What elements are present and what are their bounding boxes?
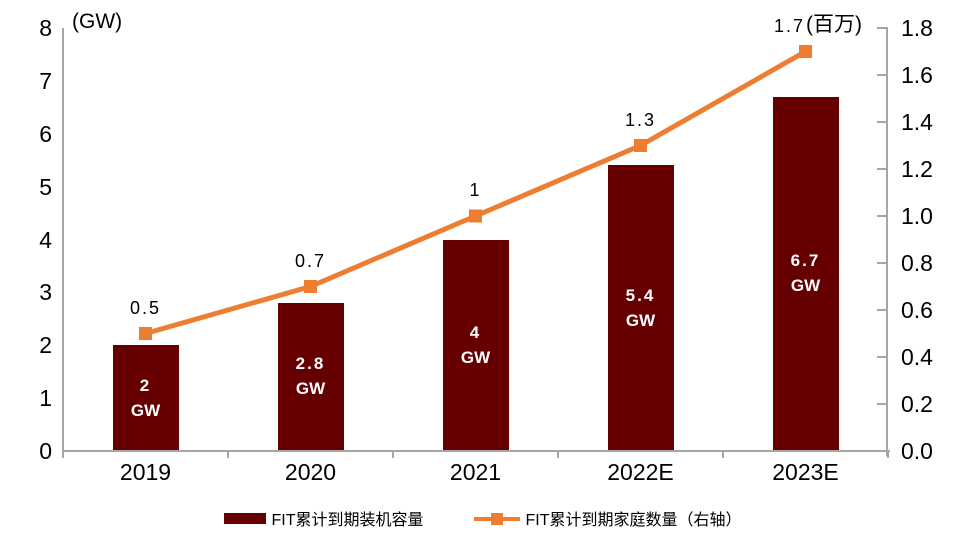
right-tick-label: 1.6 xyxy=(901,62,933,88)
left-tick-label: 6 xyxy=(39,120,52,147)
legend-item-line: FIT累计到期家庭数量（右轴） xyxy=(473,506,742,530)
x-category-label: 2019 xyxy=(119,459,172,485)
legend-label-line: FIT累计到期家庭数量（右轴） xyxy=(525,512,742,529)
right-axis-tick xyxy=(877,262,888,264)
right-axis-tick xyxy=(877,356,888,358)
x-category-label: 2021 xyxy=(449,459,502,485)
x-axis-tick xyxy=(887,452,889,458)
line-value-label: 1.7 xyxy=(773,15,806,36)
right-tick-label: 1.0 xyxy=(901,203,933,229)
bar-value-label: 2.8 GW xyxy=(271,351,351,401)
line-marker-icon xyxy=(469,209,482,223)
right-tick-label: 0.4 xyxy=(901,344,933,370)
right-tick-label: 1.8 xyxy=(901,15,933,41)
bar xyxy=(442,239,509,450)
bar-value-text: 4 xyxy=(469,322,482,342)
left-tick-label: 4 xyxy=(39,226,52,253)
left-tick-label: 7 xyxy=(39,67,52,94)
bar-unit-text: GW xyxy=(130,400,161,420)
bar-value-text: 5.4 xyxy=(625,285,656,305)
left-axis-line xyxy=(62,28,64,452)
x-axis-tick xyxy=(722,452,724,458)
bar-value-label: 2 GW xyxy=(106,373,186,423)
bar-unit-text: GW xyxy=(625,310,656,330)
bar-value-label: 6.7 GW xyxy=(766,248,846,298)
bar xyxy=(112,345,179,450)
line-value-label: 0.7 xyxy=(294,250,327,271)
line-value-label: 1 xyxy=(469,180,482,200)
bar-value-text: 2.8 xyxy=(295,354,326,374)
right-axis-tick xyxy=(877,168,888,170)
left-axis-title: (GW) xyxy=(72,10,123,33)
x-axis-tick xyxy=(62,452,64,458)
left-tick-label: 8 xyxy=(39,15,52,41)
right-axis-tick xyxy=(877,121,888,123)
bar xyxy=(277,302,344,450)
left-tick-label: 0 xyxy=(39,438,52,464)
bar-unit-text: GW xyxy=(295,379,326,399)
x-category-label: 2020 xyxy=(284,459,337,485)
bar xyxy=(607,165,674,450)
bar-series-swatch xyxy=(223,512,266,524)
x-category-label: 2022E xyxy=(607,459,674,485)
line-series-swatch xyxy=(473,512,520,525)
left-tick-label: 5 xyxy=(39,173,52,200)
bar xyxy=(772,96,839,450)
line-marker-icon xyxy=(139,327,152,340)
legend-item-bar: FIT累计到期装机容量 xyxy=(223,506,424,530)
legend: FIT累计到期装机容量 FIT累计到期家庭数量（右轴） xyxy=(0,506,965,530)
bar-value-text: 2 xyxy=(139,375,152,395)
line-marker-icon xyxy=(799,45,812,58)
x-axis-tick xyxy=(392,452,394,458)
bar-value-text: 6.7 xyxy=(790,251,821,271)
line-value-label: 0.5 xyxy=(129,297,162,318)
left-tick-label: 1 xyxy=(39,385,52,412)
x-axis-tick xyxy=(227,452,229,458)
right-axis-tick xyxy=(877,74,888,76)
x-axis-tick xyxy=(557,452,559,458)
bar-unit-text: GW xyxy=(460,347,491,367)
right-axis-tick xyxy=(877,403,888,405)
right-tick-label: 1.4 xyxy=(901,109,933,135)
right-axis-tick xyxy=(877,27,888,29)
line-swatch-marker-icon xyxy=(490,512,503,525)
left-tick-label: 3 xyxy=(39,279,52,306)
right-axis-tick xyxy=(877,215,888,217)
right-tick-label: 0.0 xyxy=(901,438,933,464)
line-value-label: 1.3 xyxy=(624,109,657,130)
right-axis-title: (百万) xyxy=(806,13,862,36)
bar-unit-text: GW xyxy=(790,276,821,296)
bar-value-label: 5.4 GW xyxy=(601,283,681,333)
right-axis-line xyxy=(886,28,888,456)
legend-label-bar: FIT累计到期装机容量 xyxy=(271,512,424,529)
right-axis-tick xyxy=(877,309,888,311)
line-marker-icon xyxy=(634,139,647,152)
right-tick-label: 0.8 xyxy=(901,250,933,276)
x-category-label: 2023E xyxy=(772,459,839,485)
bar-value-label: 4 GW xyxy=(436,320,516,370)
right-tick-label: 0.2 xyxy=(901,391,933,417)
line-marker-icon xyxy=(304,280,317,293)
right-tick-label: 0.6 xyxy=(901,297,933,323)
left-tick-label: 2 xyxy=(39,332,52,359)
x-axis-line xyxy=(62,450,890,452)
right-tick-label: 1.2 xyxy=(901,156,933,182)
